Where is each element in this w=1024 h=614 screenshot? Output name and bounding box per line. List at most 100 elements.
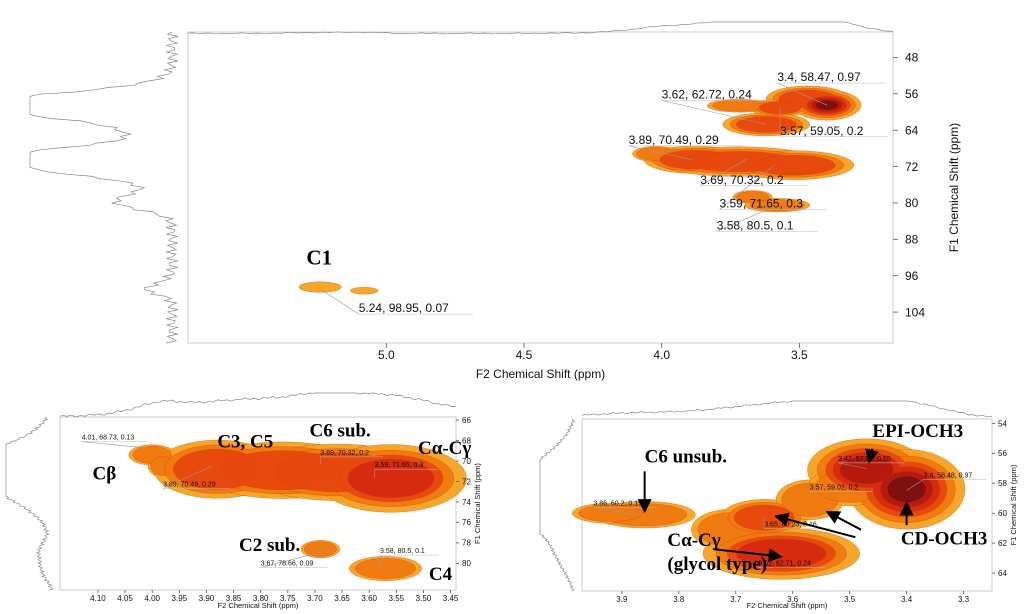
x-tick-label: 3.9 xyxy=(616,595,628,604)
x-axis-label: F2 Chemical Shift (ppm) xyxy=(476,367,605,381)
assignment-label: Cβ xyxy=(93,463,117,484)
peak-annotation: 3.69, 70.32, 0.2 xyxy=(700,173,784,187)
x-tick-label: 3.55 xyxy=(389,594,405,603)
y-tick-label: 104 xyxy=(905,305,925,319)
x-tick-label: 3.85 xyxy=(226,594,242,603)
peak-annotation: 3.89, 70.49, 0.29 xyxy=(629,133,719,147)
y-tick-label: 66 xyxy=(462,416,471,425)
x-tick-label: 4.00 xyxy=(144,594,160,603)
y-axis-label: F1 Chemical Shift (ppm) xyxy=(473,463,482,544)
x-tick-label: 3.7 xyxy=(730,595,742,604)
contour-peak-7-level-1 xyxy=(355,558,416,579)
assignment-label: Cα-Cγ xyxy=(418,438,471,459)
x-tick-label: 3.75 xyxy=(280,594,296,603)
y-tick-label: 68 xyxy=(462,436,471,445)
y-tick-label: 64 xyxy=(905,123,919,137)
x-tick-label: 3.3 xyxy=(958,595,970,604)
y-tick-label: 56 xyxy=(905,87,919,101)
plot-frame xyxy=(581,418,993,592)
assignment-label: C6 sub. xyxy=(310,420,371,441)
y-tick-label: 60 xyxy=(998,509,1007,518)
annotation-leader xyxy=(838,462,867,469)
y-tick-label: 56 xyxy=(998,449,1007,458)
x-tick-label: 3.5 xyxy=(791,348,808,362)
assignment-label: CD-OCH3 xyxy=(901,529,988,550)
x-axis-label: F2 Chemical Shift (ppm) xyxy=(218,601,299,610)
annotation-leader xyxy=(716,204,778,232)
annotation-arrow xyxy=(774,512,856,539)
assignment-label: C1 xyxy=(306,245,332,269)
assignment-label: C4 xyxy=(429,564,453,585)
x-tick-label: 5.0 xyxy=(378,348,395,362)
peak-annotation: 3.62, 62.72, 0.24 xyxy=(662,87,752,101)
annotation-leader xyxy=(628,145,693,161)
y-tick-label: 48 xyxy=(905,51,919,65)
annotation-arrow xyxy=(712,548,783,563)
annotation-leader xyxy=(162,465,213,489)
annotation-leader xyxy=(700,158,748,187)
projection-f1 xyxy=(5,416,54,591)
contour-peak-12-level-0 xyxy=(350,287,379,295)
y-tick-label: 96 xyxy=(905,269,919,283)
x-tick-label: 3.60 xyxy=(361,594,377,603)
peak-annotation: 3.57, 59.02, 0.2 xyxy=(810,484,859,491)
x-tick-label: 3.80 xyxy=(253,594,269,603)
contour-peak-7-level-2 xyxy=(752,155,836,176)
contour-peak-6-level-1 xyxy=(303,541,337,557)
x-tick-label: 3.95 xyxy=(172,594,188,603)
contour-peak-9-level-1 xyxy=(735,191,770,203)
annotation-leader xyxy=(906,479,924,491)
chart-zoom-b: 3.9 3.8 3.7 3.6 3.5 3.4 3.3 54 56 58 60 62 64 F2 Chem… xyxy=(539,400,1018,610)
y-tick-label: 64 xyxy=(998,569,1007,578)
peak-annotation: 3.69, 70.32, 0.2 xyxy=(320,450,369,457)
y-tick-label: 80 xyxy=(462,559,471,568)
x-tick-label: 4.05 xyxy=(117,594,133,603)
y-tick-label: 74 xyxy=(462,498,471,507)
contour-peak-1-level-1 xyxy=(578,504,643,522)
assignment-label: Cα-Cγ xyxy=(667,530,720,551)
y-tick-label: 78 xyxy=(462,539,471,548)
peak-annotation: 4.01, 68.73, 0.13 xyxy=(82,435,135,442)
y-tick-label: 62 xyxy=(998,539,1007,548)
peak-annotation: 3.59, 71.65, 0.3 xyxy=(720,197,804,211)
projection-f2 xyxy=(581,400,993,418)
assignment-label-text: EPI-OCH3 xyxy=(872,421,963,442)
x-axis-label: F2 Chemical Shift (ppm) xyxy=(747,601,828,610)
assignment-label: EPI-OCH3 xyxy=(872,421,963,442)
assignment-label: (glycol type) xyxy=(667,554,767,575)
assignment-label-text: CD-OCH3 xyxy=(901,529,988,550)
y-tick-label: 70 xyxy=(462,457,471,466)
projection-f2 xyxy=(187,21,894,35)
x-tick-label: 3.90 xyxy=(199,594,215,603)
plot-frame xyxy=(59,416,457,591)
annotation-leader xyxy=(81,441,147,449)
y-tick-label: 58 xyxy=(998,479,1007,488)
x-tick-label: 4.5 xyxy=(516,348,533,362)
peak-annotation: 5.24, 98.95, 0.07 xyxy=(359,301,449,315)
x-tick-label: 3.50 xyxy=(416,594,432,603)
y-axis-label: F1 Chemical Shift (ppm) xyxy=(947,123,961,252)
x-tick-label: 3.70 xyxy=(307,594,323,603)
peak-annotation: 3.47, 57.01, 0.55 xyxy=(838,456,891,463)
peak-annotation: 3.4, 58.47, 0.97 xyxy=(777,70,861,84)
x-tick-label: 4.0 xyxy=(653,348,670,362)
contour-peak-5-level-3 xyxy=(347,458,435,498)
y-tick-label: 76 xyxy=(462,518,471,527)
assignment-label: C2 sub. xyxy=(239,535,300,556)
contour-peak-11-level-0 xyxy=(298,281,342,293)
x-tick-label: 3.5 xyxy=(844,595,856,604)
projection-f1 xyxy=(29,31,179,344)
x-tick-label: 3.6 xyxy=(787,595,799,604)
peak-annotation: 3.65, 60.23, 0.16 xyxy=(764,522,817,529)
annotation-leader xyxy=(719,164,775,210)
peak-annotation: 3.86, 60.2, 0.15 xyxy=(593,501,642,508)
peak-annotation: 3.58, 80.5, 0.1 xyxy=(717,218,794,232)
peak-annotation: 3.67, 78.66, 0.09 xyxy=(261,560,314,567)
x-tick-label: 3.65 xyxy=(334,594,350,603)
y-tick-label: 72 xyxy=(905,160,919,174)
annotation-arrow xyxy=(825,510,862,531)
annotation-leader xyxy=(593,507,645,517)
peak-annotation: 3.58, 80.5, 0.1 xyxy=(380,548,425,555)
y-axis-label: F1 Chemical Shift (ppm) xyxy=(1009,464,1018,545)
